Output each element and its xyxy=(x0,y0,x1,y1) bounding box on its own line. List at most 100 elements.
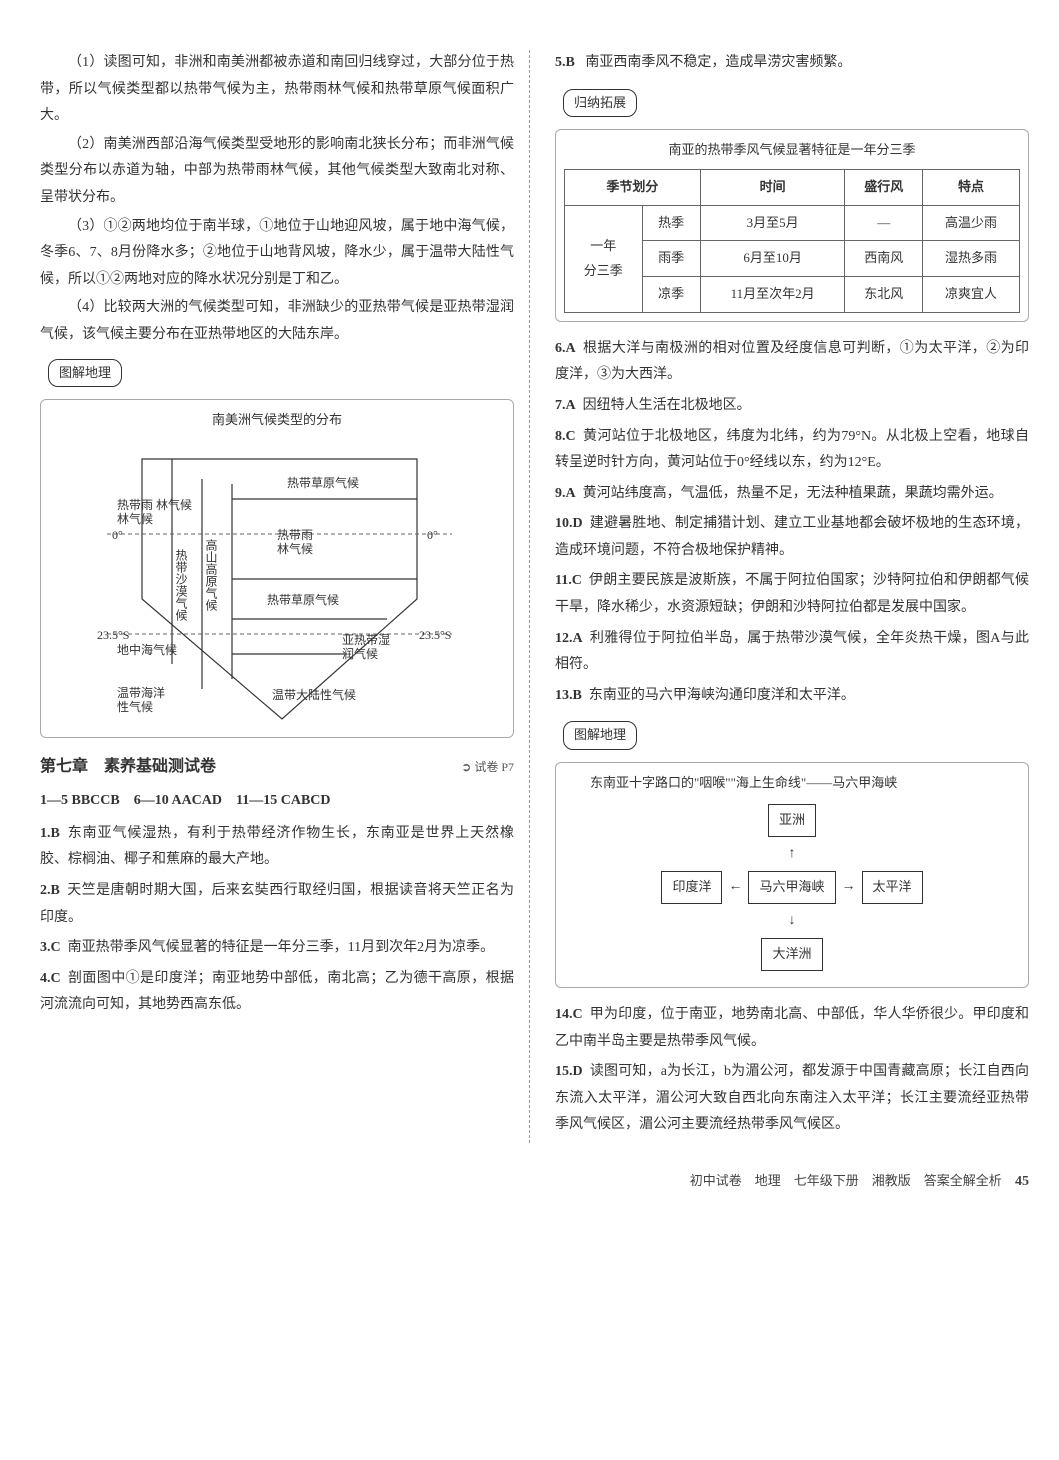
question-explanation: 伊朗主要民族是波斯族，不属于阿拉伯国家；沙特阿拉伯和伊朗都气候干旱，降水稀少，水… xyxy=(555,573,1029,615)
question-number: 13.B xyxy=(555,688,582,703)
question-explanation: 建避暑胜地、制定捕猎计划、建立工业基地都会破坏极地的生态环境，造成环境问题，不符… xyxy=(555,516,1029,558)
th-division: 季节划分 xyxy=(565,169,701,205)
question-explanation: 剖面图中①是印度洋；南亚地势中部低，南北高；乙为德干高原，根据河流流向可知，其地… xyxy=(40,971,514,1013)
footer-text: 初中试卷 地理 七年级下册 湘教版 答案全解全析 xyxy=(690,1173,1002,1188)
svg-text:热带沙漠气候: 热带沙漠气候 xyxy=(174,548,188,621)
svg-text:高山高原气候: 高山高原气候 xyxy=(204,537,218,611)
page-ref: 试卷 P7 xyxy=(461,756,514,779)
para-3: （3）①②两地均位于南半球，①地位于山地迎风坡，属于地中海气候，冬季6、7、8月… xyxy=(40,214,514,294)
question-item: 10.D建避暑胜地、制定捕猎计划、建立工业基地都会破坏极地的生态环境，造成环境问… xyxy=(555,511,1029,564)
footer-page-number: 45 xyxy=(1015,1174,1029,1189)
left-question-list: 1.B东南亚气候湿热，有利于热带经济作物生长，东南亚是世界上天然橡胶、棕榈油、椰… xyxy=(40,821,514,1019)
question-item: 14.C甲为印度，位于南亚，地势南北高、中部低，华人华侨很少。甲印度和乙中南半岛… xyxy=(555,1002,1029,1055)
question-explanation: 黄河站位于北极地区，纬度为北纬，约为79°N。从北极上空看，地球自转呈逆时针方向… xyxy=(555,429,1029,471)
arrow-up-icon: ↑ xyxy=(788,841,795,868)
season-table-box: 南亚的热带季风气候显著特征是一年分三季 季节划分 时间 盛行风 特点 一年分三季… xyxy=(555,129,1029,321)
south-america-climate-svg: 热带雨 林气候 林气候 热带草原气候 热带雨 林气候 热带草原气候 亚热带湿 润… xyxy=(49,439,505,729)
lbl-savanna1: 热带草原气候 xyxy=(287,475,359,490)
question-item: 2.B天竺是唐朝时期大国，后来玄奘西行取经归国，根据读音将天竺正名为印度。 xyxy=(40,878,514,931)
question-number: 12.A xyxy=(555,631,583,646)
svg-text:林气候: 林气候 xyxy=(117,511,153,526)
arrow-down-icon: ↓ xyxy=(788,908,795,935)
question-number: 15.D xyxy=(555,1064,583,1079)
svg-text:林气候: 林气候 xyxy=(277,541,313,556)
question-number: 10.D xyxy=(555,516,583,531)
question-explanation: 东南亚气候湿热，有利于热带经济作物生长，东南亚是世界上天然橡胶、棕榈油、椰子和蕉… xyxy=(40,826,514,868)
question-explanation: 利雅得位于阿拉伯半岛，属于热带沙漠气候，全年炎热干燥，图A与此相符。 xyxy=(555,631,1029,673)
lbl-rainforest1a: 热带雨 林气候 xyxy=(117,497,192,512)
question-number: 9.A xyxy=(555,486,576,501)
question-number: 14.C xyxy=(555,1007,583,1022)
table-cell: 凉爽宜人 xyxy=(923,277,1020,313)
table-cell: 6月至10月 xyxy=(700,241,845,277)
question-explanation: 因纽特人生活在北极地区。 xyxy=(583,398,751,413)
table-cell: 东北风 xyxy=(845,277,923,313)
question-number: 11.C xyxy=(555,573,582,588)
malacca-title: 东南亚十字路口的"咽喉""海上生命线"——马六甲海峡 xyxy=(564,771,1020,796)
lbl-trop-l: 23.5°S xyxy=(97,628,129,642)
table-cell: 热季 xyxy=(642,205,700,241)
right-column: 5.B 南亚西南季风不稳定，造成旱涝灾害频繁。 归纳拓展 南亚的热带季风气候显著… xyxy=(550,50,1029,1143)
question-explanation: 甲为印度，位于南亚，地势南北高、中部低，华人华侨很少。甲印度和乙中南半岛主要是热… xyxy=(555,1007,1029,1049)
question-item: 4.C剖面图中①是印度洋；南亚地势中部低，南北高；乙为德干高原，根据河流流向可知… xyxy=(40,966,514,1019)
question-explanation: 根据大洋与南极洲的相对位置及经度信息可判断，①为太平洋，②为印度洋，③为大西洋。 xyxy=(555,341,1029,383)
svg-text:热带雨: 热带雨 xyxy=(277,528,313,542)
table-cell: 西南风 xyxy=(845,241,923,277)
th-wind: 盛行风 xyxy=(845,169,923,205)
th-feature: 特点 xyxy=(923,169,1020,205)
question-number: 7.A xyxy=(555,398,576,413)
chapter-title: 第七章 素养基础测试卷 xyxy=(40,752,216,782)
question-item: 9.A 黄河站纬度高，气温低，热量不足，无法种植果蔬，果蔬均需外运。 xyxy=(555,481,1029,508)
arrow-left-icon: ← xyxy=(728,874,742,901)
node-pacific: 太平洋 xyxy=(862,871,923,904)
lbl-savanna2: 热带草原气候 xyxy=(267,592,339,607)
diagram-title: 南美洲气候类型的分布 xyxy=(49,408,505,433)
question-item: 8.C黄河站位于北极地区，纬度为北纬，约为79°N。从北极上空看，地球自转呈逆时… xyxy=(555,424,1029,477)
page-footer: 初中试卷 地理 七年级下册 湘教版 答案全解全析 45 xyxy=(40,1169,1029,1196)
lbl-med: 地中海气候 xyxy=(117,642,177,657)
node-asia: 亚洲 xyxy=(768,804,816,837)
question-number: 2.B xyxy=(40,883,60,898)
para-4: （4）比较两大洲的气候类型可知，非洲缺少的亚热带气候是亚热带湿润气候，该气候主要… xyxy=(40,295,514,348)
rowgroup-cell: 一年分三季 xyxy=(565,205,643,312)
table-cell: 凉季 xyxy=(642,277,700,313)
diagram2-label: 图解地理 xyxy=(563,721,637,750)
season-table-title: 南亚的热带季风气候显著特征是一年分三季 xyxy=(564,138,1020,163)
node-indian: 印度洋 xyxy=(661,871,722,904)
question-item: 15.D读图可知，a为长江，b为湄公河，都发源于中国青藏高原；长江自西向东流入太… xyxy=(555,1059,1029,1139)
node-malacca: 马六甲海峡 xyxy=(748,871,835,904)
lbl-cont: 温带大陆性气候 xyxy=(272,687,356,702)
question-item: 1.B东南亚气候湿热，有利于热带经济作物生长，东南亚是世界上天然橡胶、棕榈油、椰… xyxy=(40,821,514,874)
svg-text:亚热带湿: 亚热带湿 xyxy=(342,632,390,647)
malacca-diagram-box: 东南亚十字路口的"咽喉""海上生命线"——马六甲海峡 亚洲 ↑ 印度洋 ← 马六… xyxy=(555,762,1029,988)
summary-label: 归纳拓展 xyxy=(563,89,637,118)
question-explanation: 黄河站纬度高，气温低，热量不足，无法种植果蔬，果蔬均需外运。 xyxy=(583,486,1003,501)
diagram-label: 图解地理 xyxy=(48,359,122,388)
table-cell: 雨季 xyxy=(642,241,700,277)
season-table: 季节划分 时间 盛行风 特点 一年分三季热季3月至5月—高温少雨雨季6月至10月… xyxy=(564,169,1020,313)
question-number: 1.B xyxy=(40,826,60,841)
chapter-header: 第七章 素养基础测试卷 试卷 P7 xyxy=(40,752,514,782)
para-1: （1）读图可知，非洲和南美洲都被赤道和南回归线穿过，大部分位于热带，所以气候类型… xyxy=(40,50,514,130)
th-time: 时间 xyxy=(700,169,845,205)
question-item: 6.A根据大洋与南极洲的相对位置及经度信息可判断，①为太平洋，②为印度洋，③为大… xyxy=(555,336,1029,389)
question-explanation: 东南亚的马六甲海峡沟通印度洋和太平洋。 xyxy=(589,688,855,703)
question-item: 13.B 东南亚的马六甲海峡沟通印度洋和太平洋。 xyxy=(555,683,1029,710)
climate-diagram-box: 南美洲气候类型的分布 xyxy=(40,399,514,738)
table-cell: 3月至5月 xyxy=(700,205,845,241)
question-number: 3.C xyxy=(40,940,61,955)
svg-text:热带雨 林气候: 热带雨 林气候 xyxy=(117,497,192,512)
table-cell: 高温少雨 xyxy=(923,205,1020,241)
right-question-list-2: 14.C甲为印度，位于南亚，地势南北高、中部低，华人华侨很少。甲印度和乙中南半岛… xyxy=(555,1002,1029,1139)
question-explanation: 天竺是唐朝时期大国，后来玄奘西行取经归国，根据读音将天竺正名为印度。 xyxy=(40,883,514,925)
table-cell: 湿热多雨 xyxy=(923,241,1020,277)
question-item: 7.A 因纽特人生活在北极地区。 xyxy=(555,393,1029,420)
left-column: （1）读图可知，非洲和南美洲都被赤道和南回归线穿过，大部分位于热带，所以气候类型… xyxy=(40,50,530,1143)
q5-num: 5.B xyxy=(555,55,575,70)
svg-text:润气候: 润气候 xyxy=(342,646,378,661)
lbl-eq-r: 0° xyxy=(427,528,438,542)
question-number: 6.A xyxy=(555,341,576,356)
lbl-eq-l: 0° xyxy=(112,528,123,542)
answers-line: 1—5 BBCCB 6—10 AACAD 11—15 CABCD xyxy=(40,788,514,815)
q5: 5.B 南亚西南季风不稳定，造成旱涝灾害频繁。 xyxy=(555,50,1029,77)
